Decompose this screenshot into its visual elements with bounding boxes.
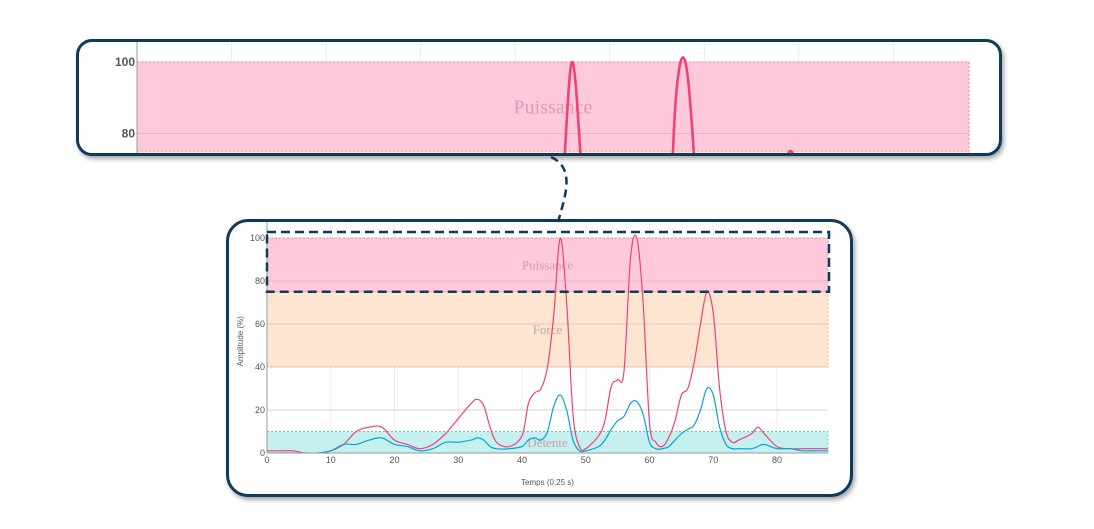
zoom-highlight-box	[265, 230, 831, 293]
x-tick-label: 20	[389, 455, 399, 465]
plot-area: Puissance Force Détente	[267, 222, 829, 453]
zoom-panel: PuissanceForceDétente80 100	[76, 39, 1002, 156]
y-tick-label: 80	[122, 127, 136, 141]
x-tick-label: 10	[326, 455, 336, 465]
zone-label: Puissance	[522, 257, 574, 272]
x-tick-label: 80	[772, 455, 782, 465]
main-panel: Puissance Force Détente 0 20 40 60 80 100 0 10 20 30…	[226, 219, 853, 497]
zone-label: Détente	[527, 435, 568, 450]
zoom-chart: PuissanceForceDétente80 100	[115, 42, 970, 153]
x-tick-label: 70	[708, 455, 718, 465]
main-chart: Puissance Force Détente 0 20 40 60 80 100 0 10 20 30…	[236, 222, 831, 487]
zone-force	[137, 150, 970, 153]
zone-label: Force	[533, 322, 563, 337]
y-axis-title: Amplitude (%)	[236, 316, 245, 367]
x-tick-label: 40	[517, 455, 527, 465]
y-tick-label: 0	[260, 448, 265, 458]
series-line-1	[267, 234, 828, 453]
y-tick-label: 60	[255, 319, 265, 329]
connector-line	[550, 155, 568, 223]
x-tick-label: 0	[264, 455, 269, 465]
zone-label: Puissance	[514, 97, 593, 119]
y-tick-label: 40	[255, 362, 265, 372]
series-line-2	[267, 386, 828, 453]
x-tick-label: 50	[581, 455, 591, 465]
x-axis-title: Temps (0,25 s)	[521, 478, 574, 487]
y-tick-label: 100	[250, 233, 265, 243]
zone-puissance	[137, 61, 970, 152]
y-tick-label: 20	[255, 405, 265, 415]
y-tick-label: 100	[115, 55, 135, 69]
x-tick-label: 30	[453, 455, 463, 465]
y-tick-label: 80	[255, 276, 265, 286]
x-tick-label: 60	[644, 455, 654, 465]
zone-force	[267, 291, 829, 368]
